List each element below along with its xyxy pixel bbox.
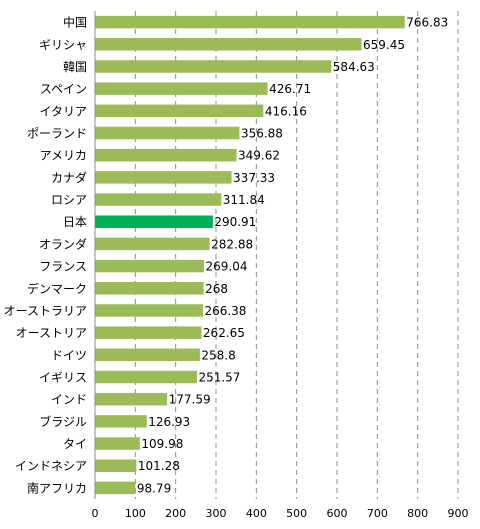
category-label: スペイン <box>40 82 87 96</box>
bars <box>95 15 405 495</box>
category-label: デンマーク <box>27 281 87 296</box>
category-label: アメリカ <box>40 149 87 163</box>
bar <box>95 82 268 95</box>
bar <box>95 392 168 406</box>
x-tick-label: 800 <box>407 507 428 520</box>
value-label: 266.38 <box>204 304 246 318</box>
category-label: ロシア <box>51 193 87 207</box>
bar <box>95 60 332 73</box>
category-label: オランダ <box>39 236 87 251</box>
value-label: 177.59 <box>169 393 211 407</box>
category-label: オーストラリア <box>4 304 87 318</box>
category-label: イギリス <box>39 371 87 385</box>
category-label: ドイツ <box>51 348 87 362</box>
bar <box>95 459 137 472</box>
value-label: 98.79 <box>137 481 171 495</box>
bar <box>95 348 200 362</box>
category-label: イタリア <box>39 104 87 118</box>
value-label: 282.88 <box>211 237 253 251</box>
value-label: 416.16 <box>265 104 307 118</box>
bar <box>95 38 362 51</box>
category-label: インドネシア <box>15 459 87 473</box>
value-label: 311.84 <box>223 193 265 207</box>
x-tick-label: 700 <box>367 507 388 520</box>
category-label: ポーランド <box>27 127 87 141</box>
category-label: 中国 <box>63 15 87 30</box>
value-label: 258.8 <box>201 348 235 362</box>
bar <box>95 193 222 206</box>
category-label: フランス <box>39 260 87 274</box>
category-label: インド <box>51 393 87 407</box>
value-label: 426.71 <box>269 82 311 96</box>
value-label: 126.93 <box>148 415 190 429</box>
x-tick-label: 900 <box>448 507 469 520</box>
value-label: 349.62 <box>238 149 280 163</box>
value-label: 268 <box>205 282 228 296</box>
x-tick-label: 0 <box>92 507 99 520</box>
value-label: 262.65 <box>203 326 245 340</box>
value-label: 337.33 <box>233 171 275 185</box>
value-label: 269.04 <box>206 260 248 274</box>
category-label: オーストリア <box>16 326 87 340</box>
category-label: 南アフリカ <box>27 480 87 495</box>
value-label: 766.83 <box>406 16 448 30</box>
value-label: 659.45 <box>363 38 405 52</box>
value-label: 101.28 <box>138 459 180 473</box>
bar <box>95 326 202 339</box>
bar <box>95 15 405 29</box>
value-label: 251.57 <box>198 371 240 385</box>
bar <box>95 171 232 184</box>
x-tick-label: 200 <box>165 507 186 520</box>
bar <box>95 215 213 228</box>
value-label: 356.88 <box>241 127 283 141</box>
bar <box>95 148 237 162</box>
category-label: 韓国 <box>63 60 87 74</box>
value-label: 290.91 <box>214 215 256 229</box>
value-label: 109.98 <box>141 437 183 451</box>
category-label: ギリシャ <box>39 38 87 52</box>
x-tick-label: 100 <box>125 507 146 520</box>
category-label: ブラジル <box>39 414 87 429</box>
category-label: カナダ <box>51 170 87 185</box>
x-tick-label: 600 <box>327 507 348 520</box>
bar <box>95 282 204 295</box>
category-labels: 中国ギリシャ韓国スペインイタリアポーランドアメリカカナダロシア日本オランダフラン… <box>4 15 87 496</box>
bar <box>95 437 140 450</box>
bar <box>95 126 240 140</box>
bar <box>95 237 210 251</box>
x-tick-label: 500 <box>286 507 307 520</box>
bar <box>95 370 197 384</box>
category-label: 日本 <box>63 215 87 229</box>
bar <box>95 259 205 273</box>
value-label: 584.63 <box>333 60 375 74</box>
bar <box>95 415 147 428</box>
bar <box>95 104 264 118</box>
x-tick-label: 300 <box>206 507 227 520</box>
bar <box>95 304 203 317</box>
x-axis-tick-labels: 0 100 200 300 400 500 600 700 800 900 <box>92 507 469 520</box>
bar <box>95 481 136 495</box>
category-label: タイ <box>63 437 87 451</box>
x-tick-label: 400 <box>246 507 267 520</box>
